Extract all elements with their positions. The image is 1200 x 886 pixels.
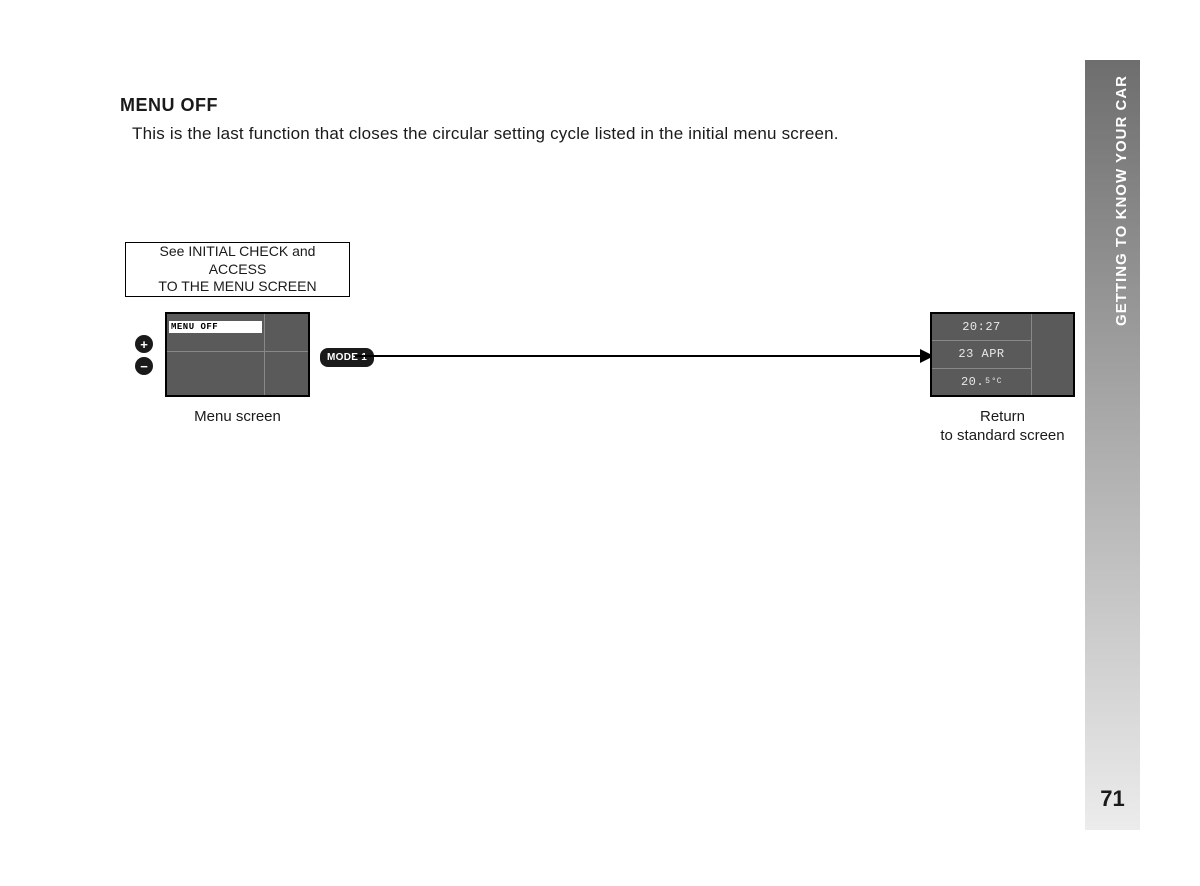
plus-icon: +	[135, 335, 153, 353]
standard-caption: Return to standard screen	[915, 408, 1090, 446]
page-number: 71	[1085, 786, 1140, 812]
standard-screen-left: 20:27 23 APR 20.5°C	[932, 314, 1032, 395]
standard-screen: 20:27 23 APR 20.5°C	[930, 312, 1075, 397]
menu-screen: MENU OFF	[165, 312, 310, 397]
minus-icon: −	[135, 357, 153, 375]
mode-badge: MODE 1	[320, 348, 374, 367]
content-area: MENU OFF This is the last function that …	[120, 95, 1080, 144]
body-text: This is the last function that closes th…	[132, 124, 1080, 144]
menu-screen-top: MENU OFF	[167, 314, 308, 352]
plus-minus-buttons: + −	[135, 335, 153, 375]
flow-diagram: See INITIAL CHECK and ACCESS TO THE MENU…	[125, 242, 1085, 462]
menu-screen-top-left: MENU OFF	[167, 314, 265, 351]
menu-screen-group: MENU OFF	[165, 312, 310, 397]
sidebar: GETTING TO KNOW YOUR CAR 71	[1085, 60, 1140, 830]
std-temp-dec: 5	[985, 377, 990, 386]
std-caption-line-2: to standard screen	[940, 427, 1064, 444]
section-title: GETTING TO KNOW YOUR CAR	[1113, 75, 1130, 326]
menu-screen-bottom	[167, 352, 308, 395]
menu-screen-bottom-left	[167, 352, 265, 395]
standard-screen-group: 20:27 23 APR 20.5°C	[930, 312, 1075, 397]
std-temp: 20.5°C	[932, 369, 1031, 395]
note-line-1: See INITIAL CHECK and ACCESS	[160, 243, 316, 277]
menu-caption: Menu screen	[165, 408, 310, 427]
std-temp-unit: °C	[991, 377, 1002, 386]
menu-off-label: MENU OFF	[169, 321, 262, 333]
std-date: 23 APR	[932, 341, 1031, 368]
std-temp-main: 20.	[961, 375, 984, 389]
std-caption-line-1: Return	[980, 408, 1025, 425]
note-line-2: TO THE MENU SCREEN	[158, 278, 316, 294]
note-box: See INITIAL CHECK and ACCESS TO THE MENU…	[125, 242, 350, 297]
page-heading: MENU OFF	[120, 95, 1080, 116]
arrow-line	[355, 355, 925, 357]
std-time: 20:27	[932, 314, 1031, 341]
